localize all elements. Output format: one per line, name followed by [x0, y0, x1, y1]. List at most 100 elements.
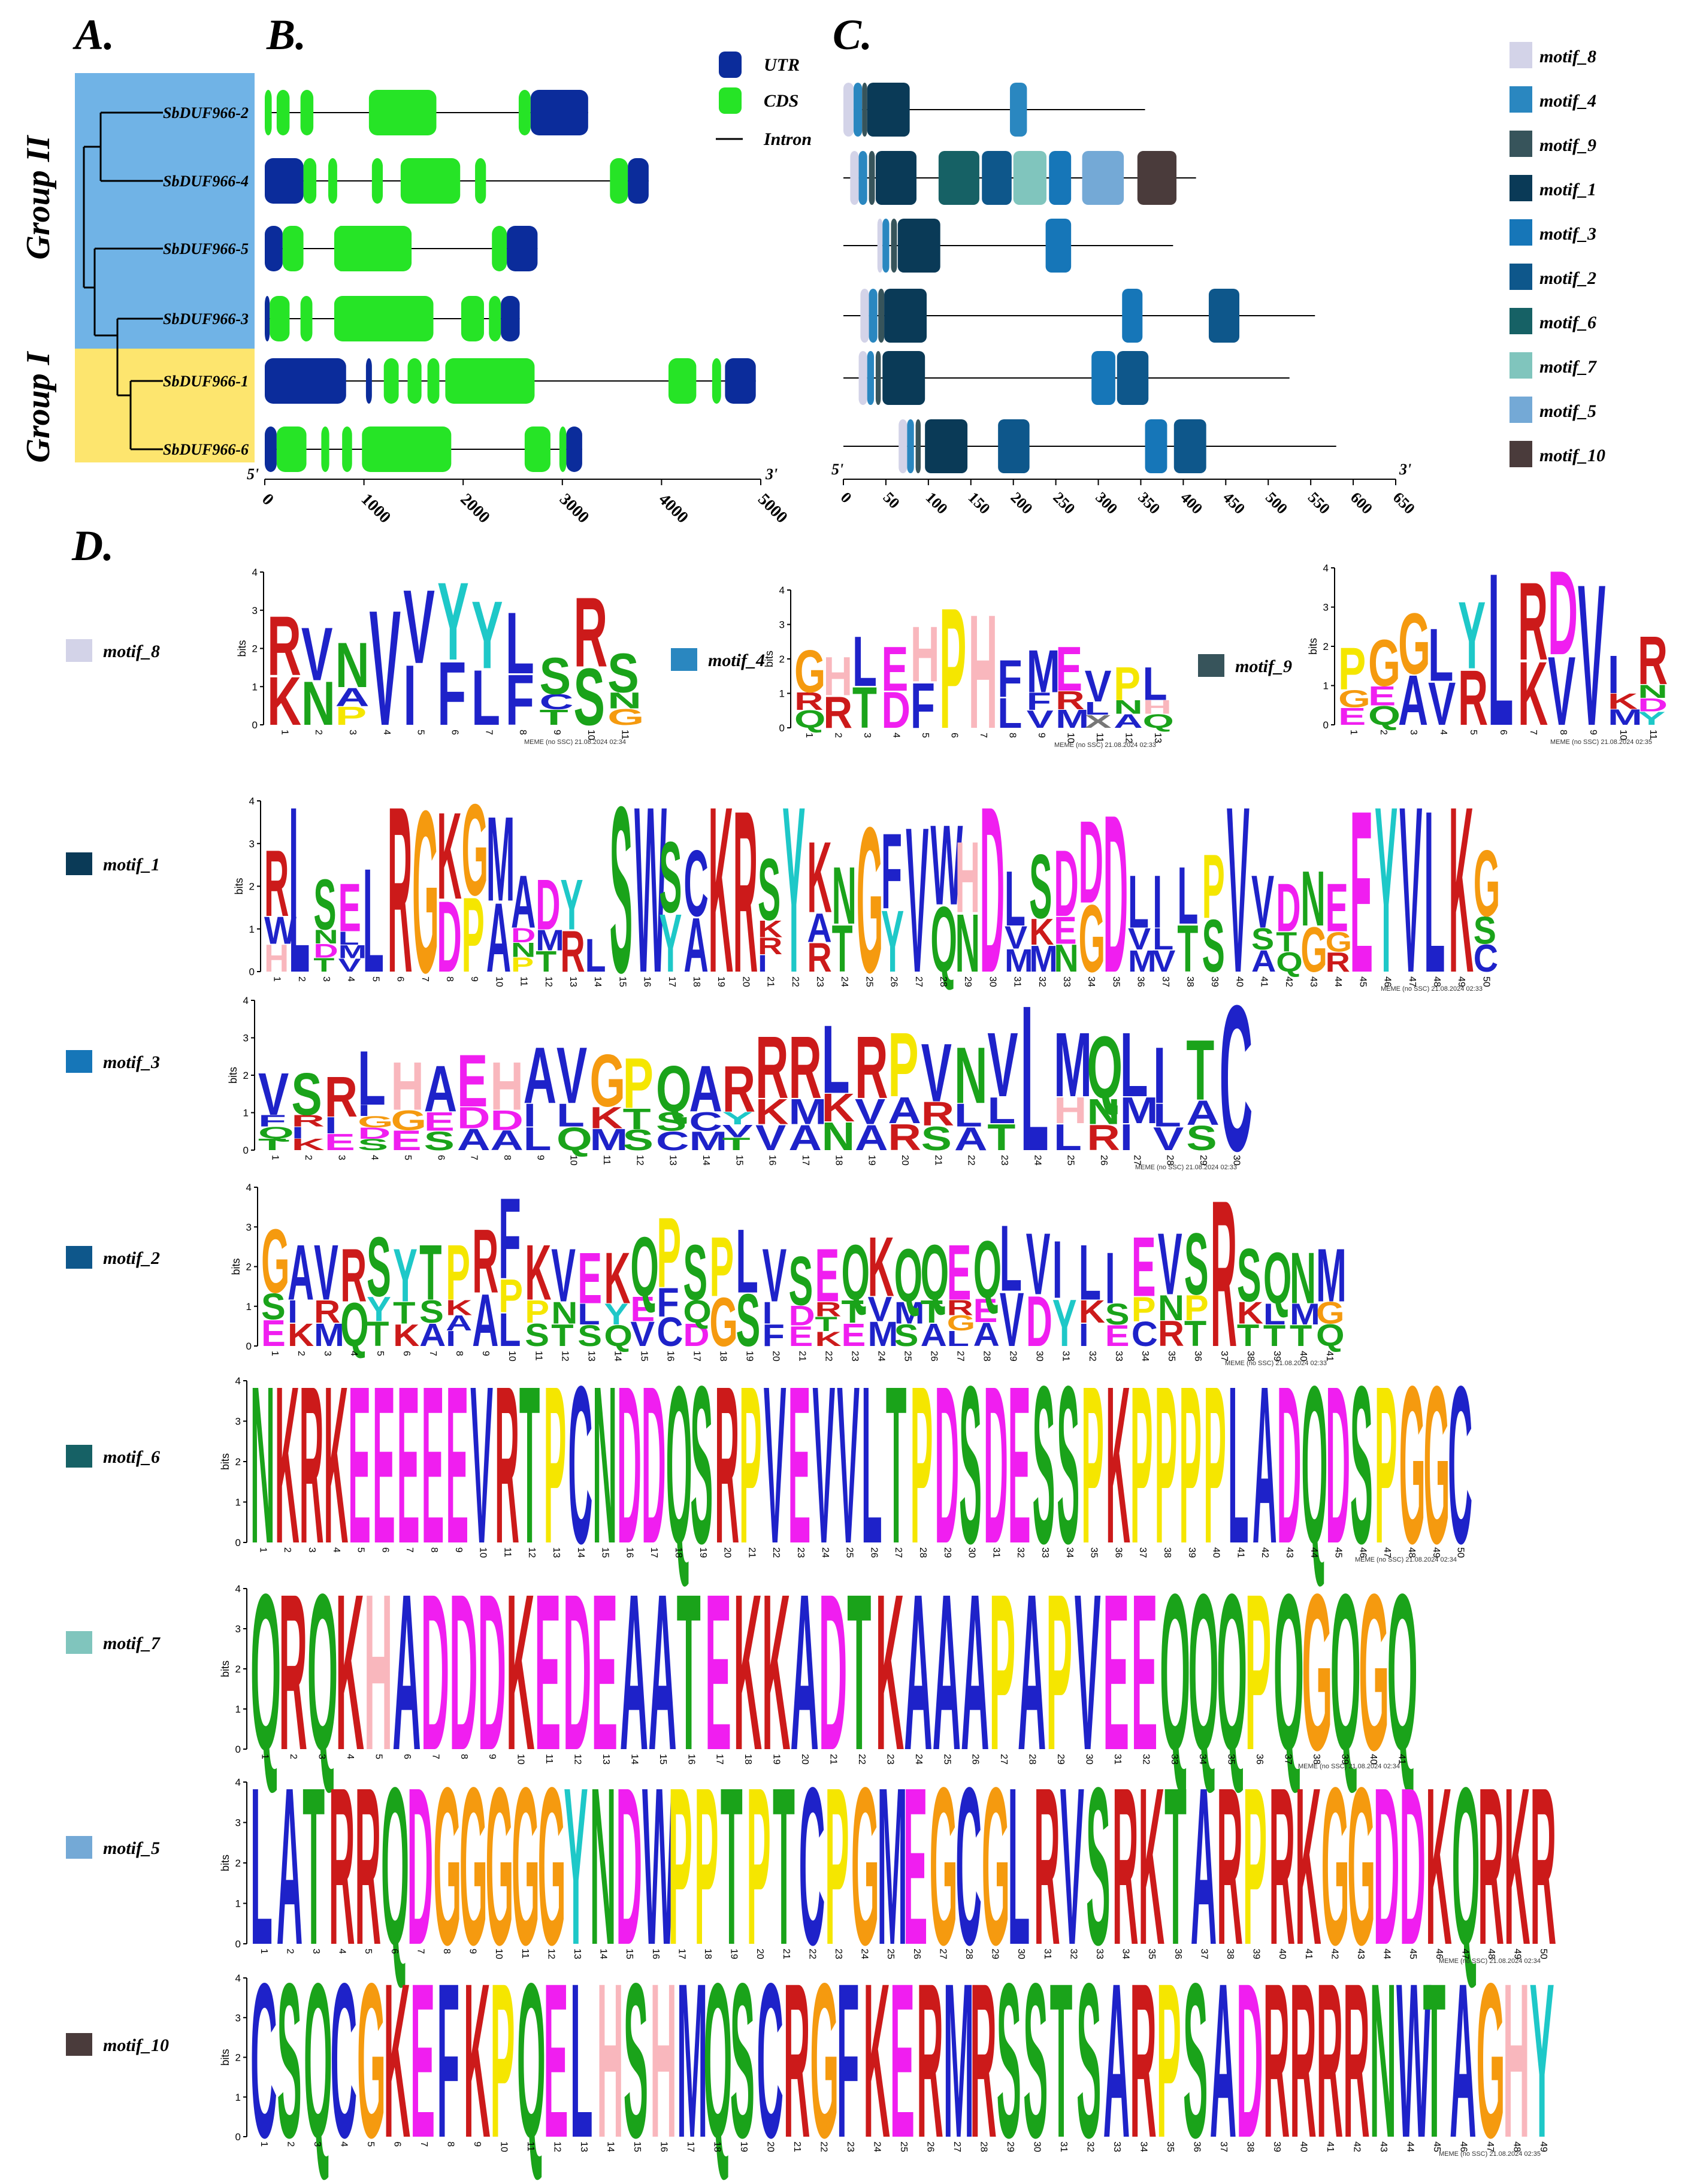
legend-motif-3-label: motif_3: [1539, 224, 1596, 244]
panel-label-b: B.: [266, 11, 306, 59]
logo-y-tick-label: 2: [779, 654, 785, 665]
logo-letter: Q: [1273, 1547, 1304, 1796]
logo-letter: M: [1005, 943, 1033, 979]
logo-position-label: 21: [797, 1351, 807, 1362]
logo-letter: T: [847, 1547, 871, 1796]
logo-position-label: 5: [416, 730, 426, 735]
logo-position-label: 22: [857, 1754, 867, 1765]
logo-letter: Q: [1301, 1339, 1327, 1590]
logo-letter: A: [933, 1547, 961, 1796]
logo-letter: N: [1158, 1287, 1184, 1327]
logo-position-label: 38: [1185, 976, 1195, 987]
logo-position-label: 20: [766, 2141, 776, 2152]
logo-letter: E: [705, 1547, 731, 1796]
logo-position-label: 8: [446, 2141, 456, 2147]
cds-block: [492, 226, 507, 271]
logo-position-label: 3: [1408, 730, 1418, 735]
logo-letter: V: [1578, 543, 1605, 768]
logo-position-label: 6: [949, 733, 960, 738]
logo-position-label: 39: [1272, 2141, 1282, 2152]
logo-letter: V: [1548, 636, 1575, 746]
logo-position-label: 11: [502, 1547, 512, 1557]
panel-label-c: C.: [833, 11, 872, 59]
utr-block: [628, 158, 649, 204]
logo-letter: R: [794, 688, 824, 716]
logo-letter: H: [264, 937, 289, 980]
logo-letter: G: [512, 1741, 540, 1992]
logo-letter: A: [472, 1278, 498, 1362]
logo-letter: G: [1359, 1547, 1389, 1796]
logo-letter: N: [313, 926, 338, 948]
logo-letter: P: [1132, 1290, 1156, 1329]
logo-position-label: 2: [303, 1155, 313, 1160]
logo-letter: F: [997, 649, 1022, 709]
motif-box-motif-9: [891, 219, 897, 273]
logo-letter: M: [1128, 944, 1157, 979]
legend-motif-9-swatch: [1510, 131, 1532, 157]
logo-letter: Q: [1276, 947, 1303, 978]
logo-letter: E: [630, 1290, 655, 1329]
logo-letter: A: [689, 1052, 722, 1126]
logo-letter: E: [424, 1107, 455, 1137]
logo-position-label: 6: [380, 1547, 390, 1553]
logo-letter: P: [446, 1228, 470, 1316]
logo-y-tick-label: 2: [243, 1070, 249, 1081]
logo-position-label: 2: [296, 1351, 306, 1356]
logo-letter: E: [534, 1547, 561, 1796]
logo-y-tick-label: 0: [235, 1938, 241, 1950]
logo-motif-7-name: motif_7: [103, 1634, 161, 1653]
logo-letter: G: [391, 1105, 426, 1136]
logo-position-label: 30: [987, 976, 997, 987]
logo-letter: A: [1018, 1547, 1046, 1796]
group-i-shading: [75, 349, 255, 462]
logo-letter: L: [289, 757, 310, 1022]
logo-letter: P: [910, 1339, 933, 1590]
logo-letter: M: [1316, 1233, 1347, 1318]
gene-structure-panel: 0 1000 2000 3000 4000 5000 5' 3' UTR CDS Intron: [247, 52, 812, 527]
logo-position-label: 40: [1368, 1754, 1378, 1765]
logo-y-tick-label: 1: [1323, 680, 1329, 692]
logo-letter: S: [656, 1107, 686, 1137]
utr-block: [265, 226, 283, 271]
logo-letter: K: [755, 1091, 789, 1132]
logo-letter: E: [1103, 1547, 1129, 1796]
motif-box-motif-4: [882, 219, 890, 273]
motif-box-motif-8: [877, 219, 883, 273]
logo-position-label: 4: [1438, 730, 1448, 735]
logo-y-tick-label: 0: [779, 722, 785, 734]
logo-letter: V: [762, 1233, 786, 1318]
logo-letter: L: [1000, 1206, 1022, 1311]
logo-letter: S: [358, 1136, 388, 1154]
motif-box-motif-4: [1010, 83, 1027, 137]
logo-position-label: 13: [586, 1351, 596, 1362]
logo-letter: V: [1000, 1277, 1024, 1363]
logo-y-tick-label: 1: [235, 1497, 241, 1508]
axis-tick-label: 3000: [556, 490, 593, 527]
logo-position-label: 36: [1191, 2141, 1202, 2152]
logo-motif-1-name: motif_1: [103, 855, 160, 875]
logo-letter: T: [623, 1103, 651, 1136]
logo-letter: V: [764, 1339, 786, 1590]
logo-letter: H: [1054, 1090, 1087, 1132]
logo-position-label: 12: [527, 1547, 537, 1558]
logo-position-label: 2: [288, 1754, 298, 1759]
logo-position-label: 16: [767, 1155, 778, 1166]
logo-y-tick-label: 0: [252, 719, 258, 731]
logo-letter: P: [544, 1339, 567, 1590]
logo-letter: P: [939, 573, 966, 765]
logo-letter: E: [397, 1339, 420, 1590]
logo-position-label: 24: [1032, 1155, 1042, 1166]
logo-letter: G: [1368, 627, 1400, 700]
logo-letter: X: [1085, 712, 1112, 732]
logo-position-label: 10: [494, 976, 504, 987]
logo-position-label: 30: [1031, 2141, 1042, 2152]
legend-motif-2-swatch: [1510, 264, 1532, 290]
logo-letter: M: [894, 1296, 925, 1331]
logo-position-label: 32: [1085, 2141, 1095, 2152]
logo-letter: N: [955, 897, 980, 990]
logo-position-label: 16: [659, 2141, 669, 2152]
logo-letter: I: [288, 1294, 298, 1330]
logo-position-label: 31: [1112, 1754, 1123, 1765]
logo-letter: M: [536, 925, 564, 957]
